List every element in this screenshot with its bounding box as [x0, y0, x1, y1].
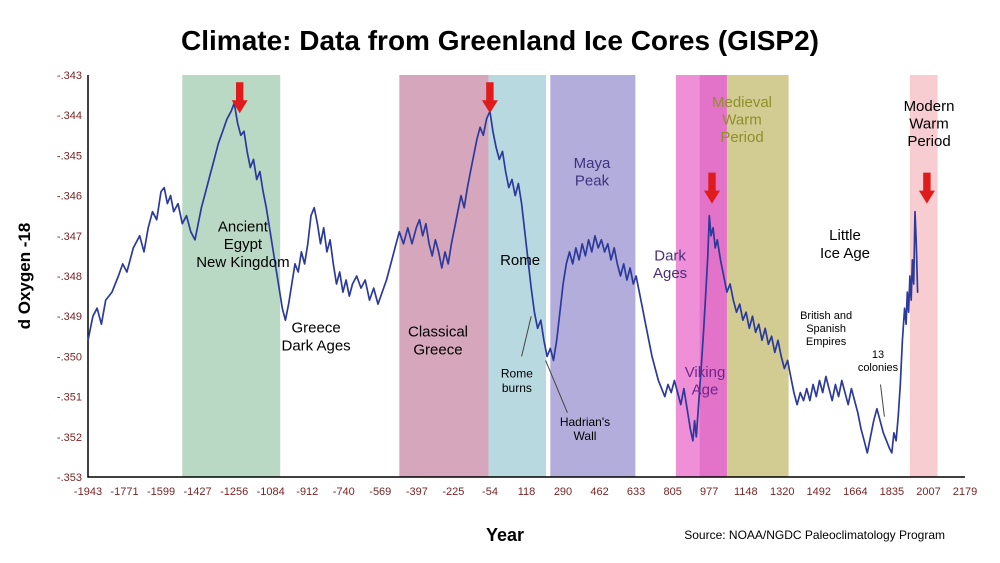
x-tick-label: -397 [406, 486, 428, 498]
leader-line-rome-burns [521, 316, 532, 357]
y-tick-label: -.345 [57, 150, 82, 162]
axis-lines [87, 75, 965, 478]
x-tick-label: 1148 [734, 486, 758, 498]
annotation-ancient-egypt: Ancient Egypt New Kingdom [196, 218, 289, 270]
band-classical-greece [399, 75, 489, 477]
y-tick-label: -.350 [57, 351, 82, 363]
x-tick-label: -1084 [257, 486, 285, 498]
chart-title: Climate: Data from Greenland Ice Cores (… [181, 25, 819, 56]
x-tick-label: 2179 [953, 486, 977, 498]
x-tick-label: 977 [700, 486, 718, 498]
x-tick-label: 805 [664, 486, 682, 498]
band-ancient-egypt [182, 75, 281, 477]
annotation-rome-burns: Rome burns [501, 367, 533, 395]
annotation-classical-greece: Classical Greece [408, 324, 468, 359]
x-tick-label: 2007 [916, 486, 940, 498]
annotation-greece-dark-ages: Greece Dark Ages [281, 320, 350, 355]
y-tick-label: -.349 [57, 311, 82, 323]
source-credit: Source: NOAA/NGDC Paleoclimatology Progr… [684, 528, 945, 542]
x-tick-label: -225 [442, 486, 464, 498]
band-rome [488, 75, 546, 477]
x-tick-label: 1664 [843, 486, 867, 498]
x-tick-label: 633 [627, 486, 645, 498]
gisp2-data-line [87, 102, 919, 454]
annotation-viking-age: Viking Age [685, 364, 726, 399]
peak-arrow-icon [481, 82, 498, 114]
x-tick-label: 1835 [880, 486, 904, 498]
band-medieval-warm-period [726, 75, 789, 477]
annotation-british-spanish-empires: British and Spanish Empires [800, 310, 852, 348]
x-tick-label: -1427 [184, 486, 212, 498]
x-tick-label: -1599 [147, 486, 175, 498]
band-viking-age [699, 75, 727, 477]
x-tick-label: 1320 [770, 486, 794, 498]
annotation-maya-peak: Maya Peak [574, 155, 611, 190]
y-tick-label: -.343 [57, 70, 82, 82]
annotation-rome: Rome [500, 252, 540, 269]
x-tick-label: 118 [518, 486, 536, 498]
plot-area: -.343 -.344 -.345 -.346 -.347 -.348 -.349 -.350… [57, 70, 977, 498]
y-tick-label: -.353 [57, 472, 82, 484]
annotation-hadrians-wall: Hadrian's Wall [560, 415, 610, 443]
x-tick-label: -912 [296, 486, 318, 498]
y-tick-label: -.348 [57, 271, 82, 283]
peak-arrow-icon [704, 172, 720, 204]
peak-arrow-icon [918, 172, 935, 204]
y-tick-label: -.351 [57, 392, 82, 404]
x-tick-label: -1943 [74, 486, 102, 498]
band-dark-ages [675, 75, 700, 477]
annotation-thirteen-colonies: 13 colonies [858, 349, 899, 374]
y-tick-label: -.346 [57, 191, 82, 203]
annotation-little-ice-age: Little Ice Age [820, 227, 870, 262]
x-axis-label: Year [486, 525, 524, 545]
annotation-modern-warm-period: Modern Warm Period [904, 98, 955, 150]
annotation-medieval-warm-period: Medieval Warm Period [712, 94, 772, 146]
y-axis-label: d Oxygen -18 [15, 223, 34, 330]
x-tick-label: -740 [333, 486, 355, 498]
x-tick-label: -1256 [220, 486, 248, 498]
annotation-dark-ages: Dark Ages [653, 247, 687, 282]
leader-line-hadrians-wall [545, 360, 568, 413]
x-tick-label: 290 [554, 486, 572, 498]
y-tick-label: -.344 [57, 110, 82, 122]
x-tick-label: 462 [590, 486, 608, 498]
x-tick-label: -54 [482, 486, 498, 498]
x-tick-label: -569 [369, 486, 391, 498]
x-tick-label: 1492 [807, 486, 831, 498]
leader-line-thirteen-colonies [880, 384, 885, 417]
y-tick-label: -.352 [57, 432, 82, 444]
peak-arrow-icon [231, 82, 248, 114]
x-tick-label: -1771 [110, 486, 138, 498]
y-tick-label: -.347 [57, 231, 82, 243]
